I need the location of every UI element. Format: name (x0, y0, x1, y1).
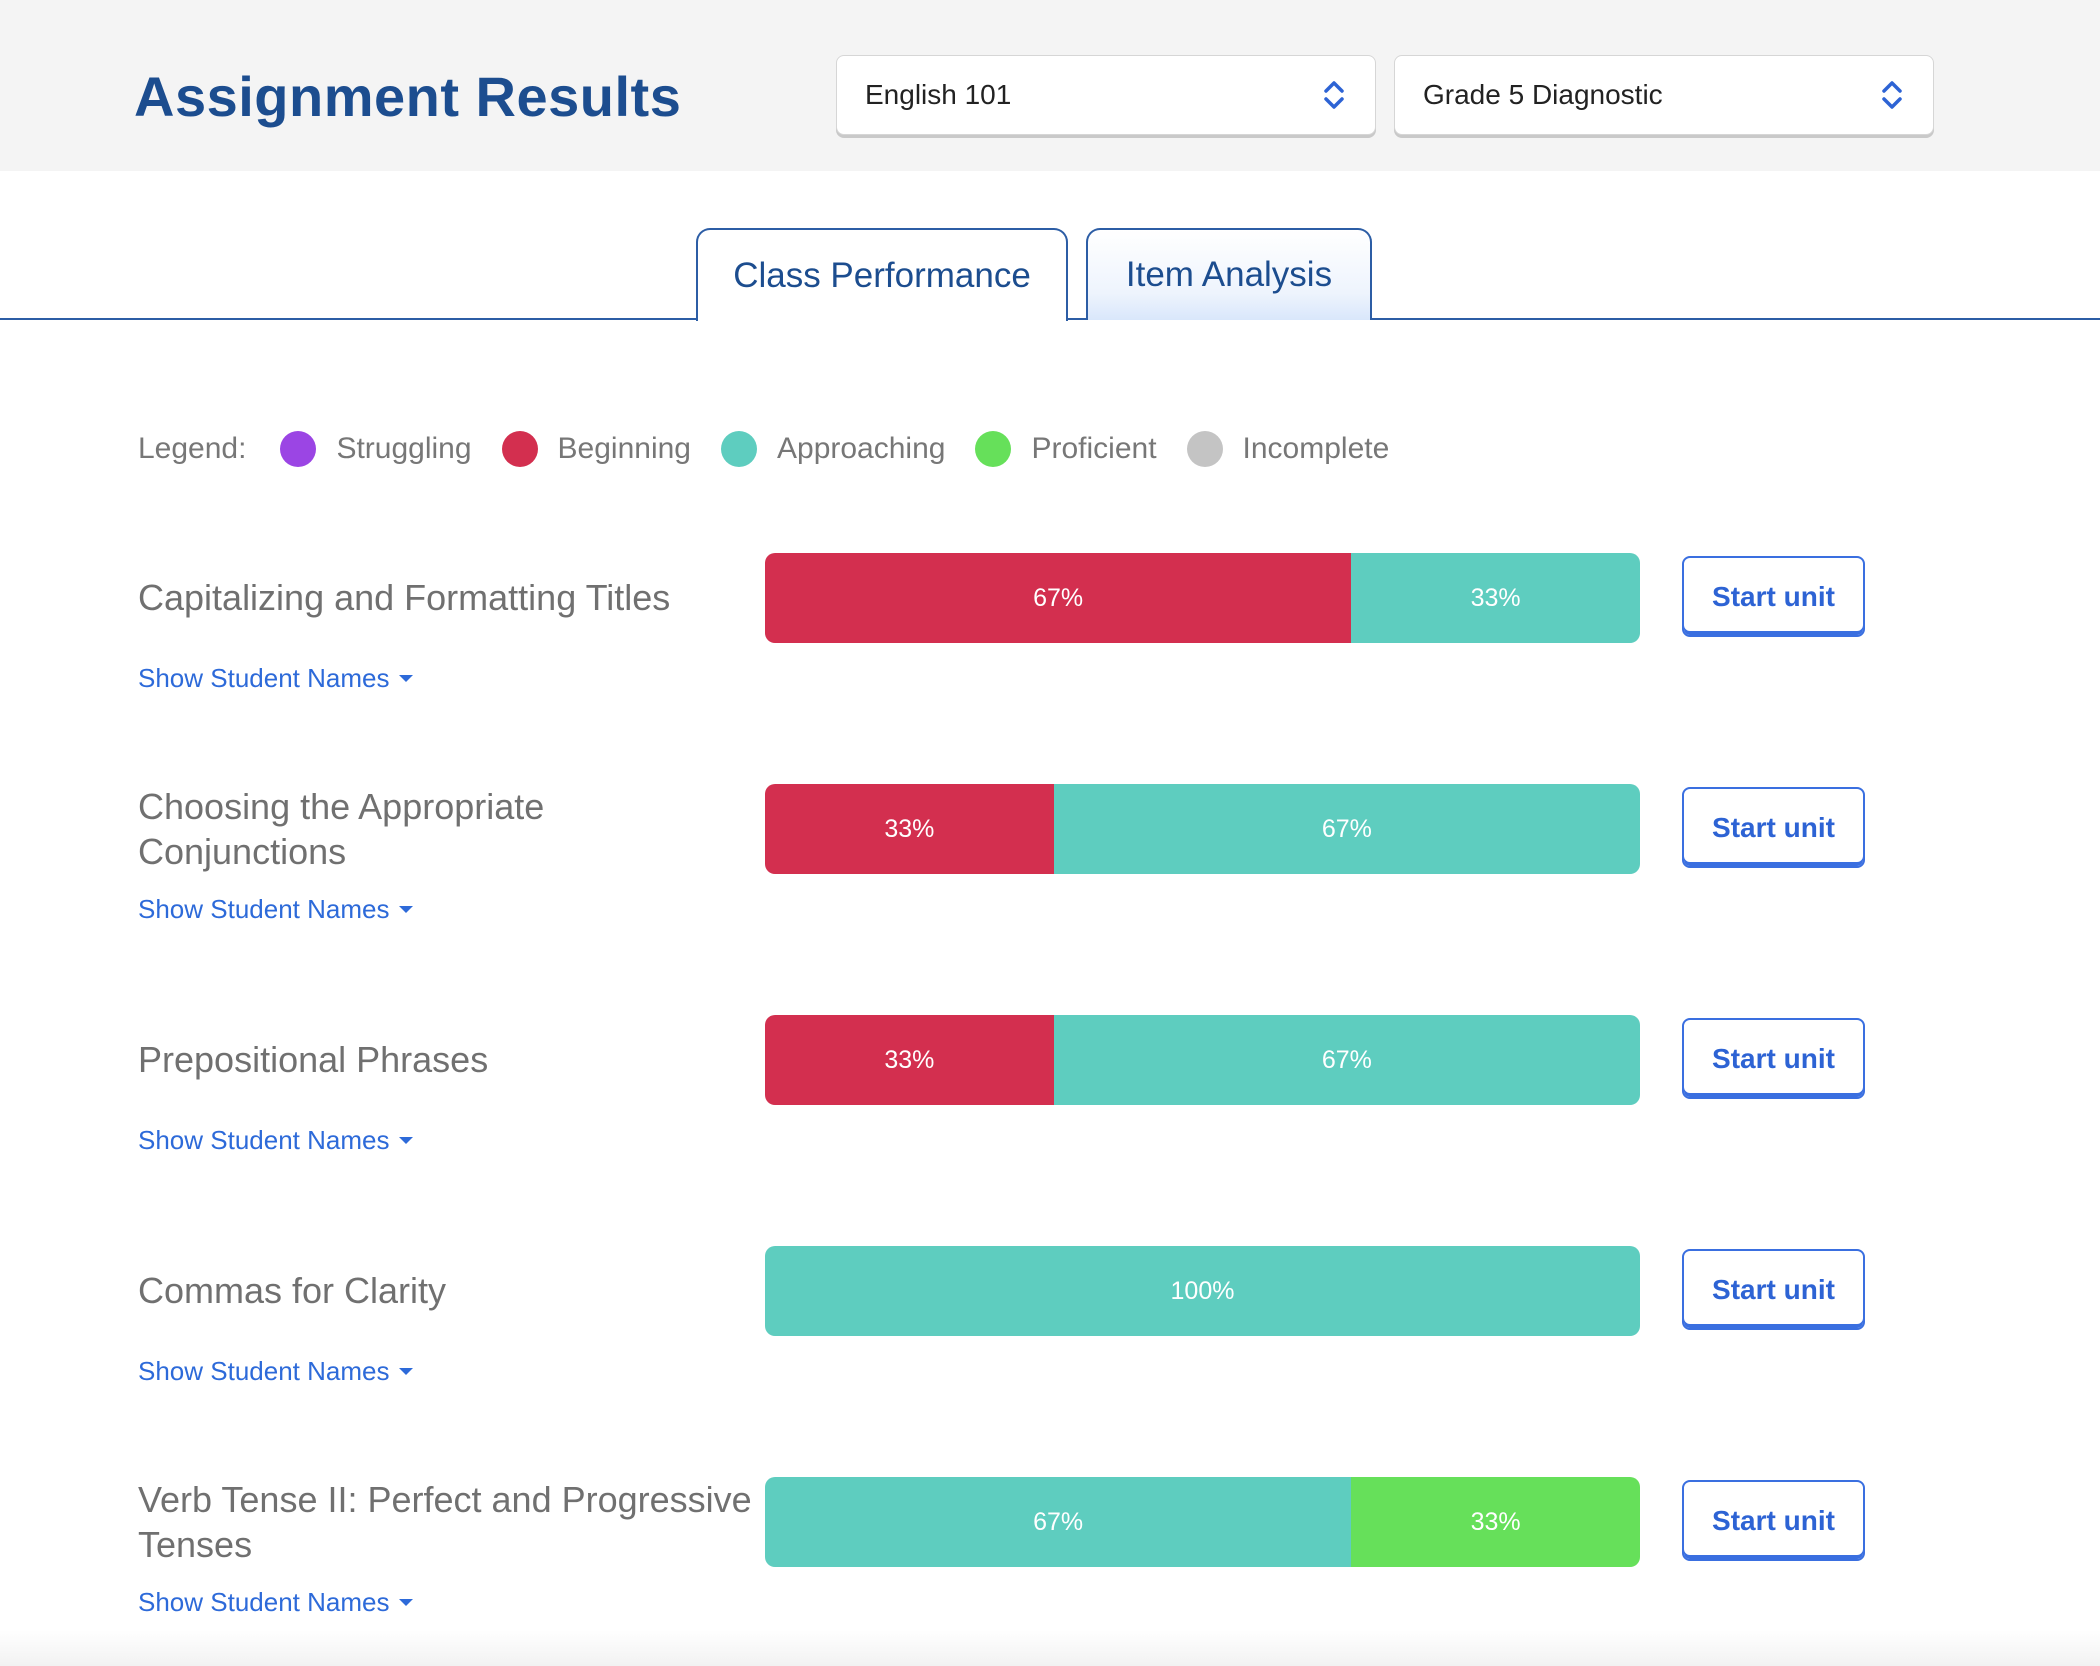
start-unit-button[interactable]: Start unit (1682, 1480, 1865, 1561)
start-unit-button[interactable]: Start unit (1682, 787, 1865, 868)
bar-segment-approaching: 33% (1351, 553, 1640, 643)
legend-item-incomplete: Incomplete (1186, 431, 1390, 467)
unit-title: Capitalizing and Formatting Titles (138, 577, 671, 618)
show-student-names-link[interactable]: Show Student Names (138, 1125, 414, 1156)
legend-dot (280, 431, 317, 467)
bar-segment-beginning: 33% (765, 1015, 1054, 1105)
unit-title: Choosing the Appropriate Conjunctions (138, 786, 545, 872)
bar-segment-approaching: 100% (765, 1246, 1640, 1336)
class-select-value: English 101 (865, 79, 1012, 110)
legend-dot (975, 431, 1012, 467)
show-student-names-label: Show Student Names (138, 894, 390, 924)
performance-bar: 33% 67% (765, 784, 1640, 874)
page-title: Assignment Results (134, 65, 682, 128)
legend-item-label: Incomplete (1242, 432, 1390, 465)
unit-row: Choosing the Appropriate Conjunctions Sh… (0, 784, 2100, 984)
bar-segment-approaching: 67% (765, 1477, 1352, 1567)
show-student-names-label: Show Student Names (138, 1356, 390, 1386)
performance-bar: 33% 67% (765, 1015, 1640, 1105)
legend-dot (501, 431, 538, 467)
caret-down-icon (399, 1599, 414, 1606)
legend-dot (721, 431, 757, 467)
legend-item-approaching: Approaching (721, 431, 945, 467)
performance-bar: 67% 33% (765, 553, 1640, 643)
unit-row: Capitalizing and Formatting Titles Show … (0, 553, 2100, 753)
unit-title: Prepositional Phrases (138, 1039, 489, 1080)
caret-down-icon (399, 1137, 414, 1144)
show-student-names-label: Show Student Names (138, 1125, 390, 1155)
caret-down-icon (399, 906, 414, 913)
show-student-names-link[interactable]: Show Student Names (138, 1587, 414, 1618)
tab-class-performance[interactable]: Class Performance (696, 228, 1068, 321)
legend-dot (1186, 431, 1223, 467)
legend-item-label: Struggling (336, 432, 472, 465)
legend-item-label: Approaching (777, 432, 946, 465)
show-student-names-link[interactable]: Show Student Names (138, 663, 414, 694)
assignment-select[interactable]: Grade 5 Diagnostic (1394, 55, 1934, 135)
bar-segment-approaching: 67% (1053, 1015, 1640, 1105)
chevron-up-down-icon (1324, 81, 1344, 109)
caret-down-icon (399, 675, 414, 682)
unit-row: Prepositional Phrases Show Student Names… (0, 1015, 2100, 1215)
header: Assignment Results English 101 Grade 5 D… (0, 0, 2100, 171)
tab-item-analysis[interactable]: Item Analysis (1086, 228, 1372, 320)
legend-item-struggling: Struggling (280, 431, 472, 467)
chevron-up-down-icon (1882, 81, 1902, 109)
legend-item-label: Beginning (557, 432, 691, 465)
unit-row: Commas for Clarity Show Student Names 10… (0, 1246, 2100, 1446)
unit-title: Verb Tense II: Perfect and Progressive T… (138, 1479, 752, 1565)
class-select[interactable]: English 101 (836, 55, 1376, 135)
show-student-names-label: Show Student Names (138, 663, 390, 693)
assignment-select-value: Grade 5 Diagnostic (1423, 79, 1663, 110)
bar-segment-beginning: 33% (765, 784, 1054, 874)
legend-label: Legend: (138, 432, 247, 465)
show-student-names-label: Show Student Names (138, 1587, 390, 1617)
bar-segment-proficient: 33% (1351, 1477, 1640, 1567)
show-student-names-link[interactable]: Show Student Names (138, 1356, 414, 1387)
legend: Legend: Struggling Beginning Approaching… (138, 426, 1419, 472)
show-student-names-link[interactable]: Show Student Names (138, 894, 414, 925)
bar-segment-approaching: 67% (1053, 784, 1640, 874)
start-unit-button[interactable]: Start unit (1682, 1018, 1865, 1099)
caret-down-icon (399, 1368, 414, 1375)
performance-bar: 67% 33% (765, 1477, 1640, 1567)
bar-segment-beginning: 67% (765, 553, 1352, 643)
performance-bar: 100% (765, 1246, 1640, 1336)
legend-item-proficient: Proficient (975, 431, 1157, 467)
start-unit-button[interactable]: Start unit (1682, 1249, 1865, 1330)
legend-item-beginning: Beginning (501, 431, 691, 467)
unit-row: Verb Tense II: Perfect and Progressive T… (0, 1477, 2100, 1666)
legend-item-label: Proficient (1031, 432, 1157, 465)
start-unit-button[interactable]: Start unit (1682, 556, 1865, 637)
unit-title: Commas for Clarity (138, 1270, 447, 1311)
bottom-fade (0, 1630, 2100, 1666)
